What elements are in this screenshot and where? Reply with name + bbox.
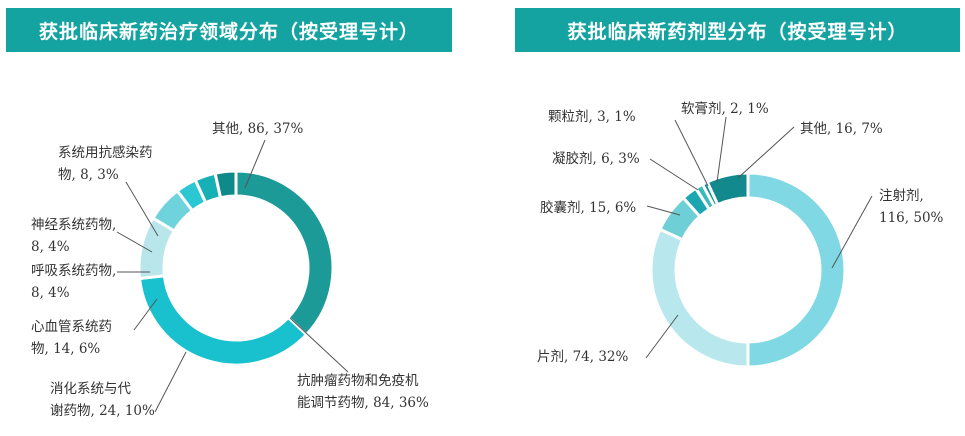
chart0-leader-3: [133, 298, 158, 331]
chart0-label-2-line-0: 消化系统与代: [50, 381, 131, 397]
chart1-label-4: 颗粒剂, 3, 1%: [548, 109, 636, 125]
chart0-leader-2: [154, 351, 187, 413]
chart1-label-1: 片剂, 74, 32%: [537, 349, 629, 365]
chart1-label-0-line-0: 注射剂,: [879, 188, 924, 204]
chart1-label-2: 胶囊剂, 15, 6%: [540, 199, 636, 216]
chart0-label-4-line-1: 8, 4%: [31, 285, 70, 301]
chart0-label-1: 抗肿瘤药物和免疫机能调节药物, 84, 36%: [297, 372, 429, 411]
chart1-label-4-line-0: 颗粒剂, 3, 1%: [548, 109, 636, 125]
right-chart-title: 获批临床新药剂型分布（按受理号计）: [515, 8, 960, 52]
chart1-slice-0: [746, 171, 847, 369]
chart0-leader-1: [289, 317, 349, 373]
chart0-leader-6: [125, 181, 159, 237]
chart0-slice-6: [213, 169, 238, 200]
chart1-leader-0: [831, 195, 873, 269]
chart1-label-6: 其他, 16, 7%: [800, 121, 883, 137]
chart0-label-5: 神经系统药物, 8, 4%: [31, 217, 116, 255]
chart1-leader-1: [645, 314, 679, 359]
chart0-slice-1: [137, 274, 309, 367]
chart1-label-1-line-0: 片剂, 74, 32%: [537, 349, 629, 365]
chart0-label-3-line-1: 物, 14, 6%: [31, 341, 100, 357]
chart0-label-5-line-1: 8, 4%: [31, 239, 70, 255]
chart0-label-5-line-0: 神经系统药物,: [31, 217, 116, 233]
chart1-leader-6: [737, 126, 795, 179]
chart0-label-0: 其他, 86, 37%: [212, 121, 304, 137]
chart1-leader-3: [649, 158, 699, 191]
chart1-label-6-line-0: 其他, 16, 7%: [800, 121, 883, 137]
chart0-label-6-line-1: 物, 8, 3%: [58, 167, 119, 183]
chart0-label-4: 呼吸系统药物, 8, 4%: [31, 263, 116, 301]
chart0-label-4-line-0: 呼吸系统药物,: [31, 263, 116, 279]
chart0-slice-0: [234, 169, 335, 337]
chart1-label-5-line-0: 软膏剂, 2, 1%: [681, 100, 769, 117]
chart1-label-3: 凝胶剂, 6, 3%: [552, 150, 640, 167]
chart1-leader-4: [674, 119, 709, 187]
chart1-slice-1: [649, 227, 750, 369]
chart0-label-2-line-1: 谢药物, 24, 10%: [50, 403, 155, 419]
chart0-label-0-line-0: 其他, 86, 37%: [212, 121, 304, 137]
chart0-leader-5: [116, 231, 153, 253]
chart1-leader-2: [646, 205, 681, 216]
chart0-label-6: 系统用抗感染药物, 8, 3%: [58, 144, 153, 183]
chart0-label-6-line-0: 系统用抗感染药: [58, 144, 153, 161]
chart1-label-0-line-1: 116, 50%: [879, 210, 944, 226]
chart1-label-5: 软膏剂, 2, 1%: [681, 100, 769, 117]
chart0-leader-0: [244, 139, 266, 189]
chart0-label-3: 心血管系统药物, 14, 6%: [31, 319, 112, 357]
chart1-label-2-line-0: 胶囊剂, 15, 6%: [540, 199, 636, 216]
chart0-label-2: 消化系统与代谢药物, 24, 10%: [50, 381, 155, 419]
chart0-label-1-line-0: 抗肿瘤药物和免疫机: [297, 372, 419, 389]
chart1-label-0: 注射剂, 116, 50%: [879, 188, 944, 226]
chart1-leader-5: [716, 116, 727, 183]
chart0-label-1-line-1: 能调节药物, 84, 36%: [297, 395, 429, 411]
left-chart-title: 获批临床新药治疗领域分布（按受理号计）: [6, 8, 452, 52]
chart0-label-3-line-0: 心血管系统药: [31, 319, 112, 335]
chart1-label-3-line-0: 凝胶剂, 6, 3%: [552, 150, 640, 167]
